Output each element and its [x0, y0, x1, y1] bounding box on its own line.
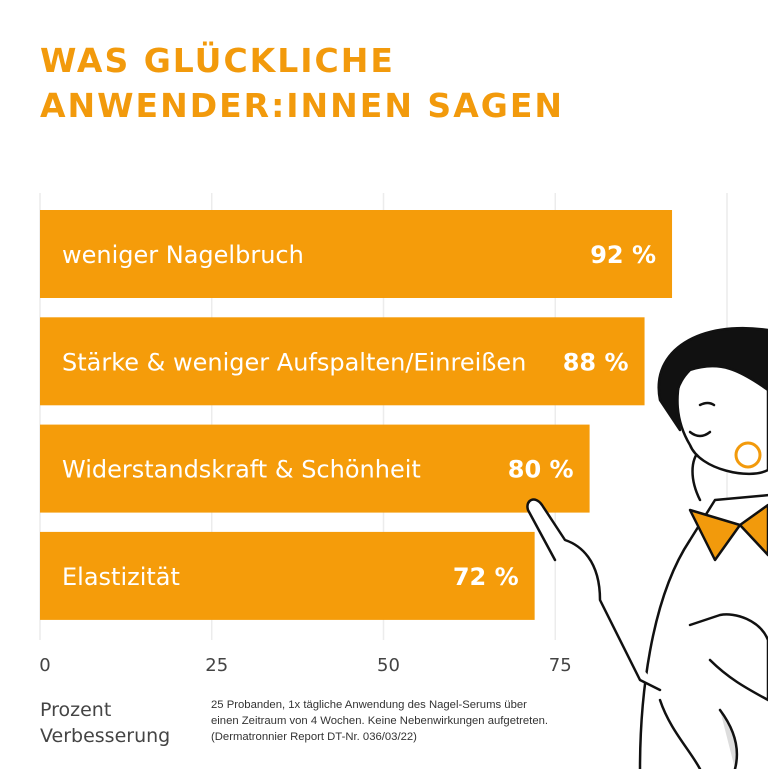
- pocket: [718, 708, 739, 769]
- bar-value-label: 72 %: [453, 563, 519, 591]
- mouth: [688, 430, 712, 438]
- x-axis-label-line-1: Prozent: [40, 699, 112, 721]
- bar-value-label: 80 %: [508, 456, 574, 484]
- skirt-line: [658, 698, 702, 769]
- eye: [698, 401, 716, 407]
- bar-value-label: 88 %: [563, 348, 629, 376]
- bar: [40, 531, 535, 620]
- bar-category-label: Stärke & weniger Aufspalten/Einreißen: [62, 348, 526, 376]
- page-title: WAS GLÜCKLICHE ANWENDER:INNEN SAGEN: [40, 38, 564, 128]
- earring: [734, 441, 762, 469]
- title-line-1: WAS GLÜCKLICHE: [40, 41, 395, 80]
- title-line-2: ANWENDER:INNEN SAGEN: [40, 86, 564, 125]
- bar-category-label: Elastizität: [62, 563, 180, 591]
- hair: [657, 326, 768, 432]
- study-note: 25 Probanden, 1x tägliche Anwendung des …: [211, 697, 548, 745]
- raised-hand: [526, 498, 662, 692]
- pointing-hand: [688, 613, 768, 702]
- collar-left: [688, 508, 742, 562]
- bar: [40, 317, 645, 406]
- x-tick-label: 50: [377, 655, 400, 676]
- bar-category-label: weniger Nagelbruch: [62, 241, 304, 269]
- bar: [40, 210, 673, 298]
- collar-right: [738, 503, 768, 557]
- note-line-1: 25 Probanden, 1x tägliche Anwendung des …: [211, 699, 527, 711]
- x-tick-label: 75: [549, 655, 572, 676]
- note-line-2: einen Zeitraum von 4 Wochen. Keine Neben…: [211, 715, 549, 727]
- x-tick-label: 0: [39, 655, 50, 676]
- x-axis-label-line-2: Verbesserung: [40, 725, 171, 747]
- woman-illustration: [526, 326, 768, 769]
- x-axis-label: Prozent Verbesserung: [40, 697, 170, 749]
- x-tick-label: 25: [205, 655, 228, 676]
- bar-value-label: 92 %: [590, 241, 656, 269]
- note-line-3: (Dermatronnier Report DT-Nr. 036/03/22): [211, 731, 417, 743]
- bar: [40, 424, 590, 513]
- bar-category-label: Widerstandskraft & Schönheit: [62, 456, 421, 484]
